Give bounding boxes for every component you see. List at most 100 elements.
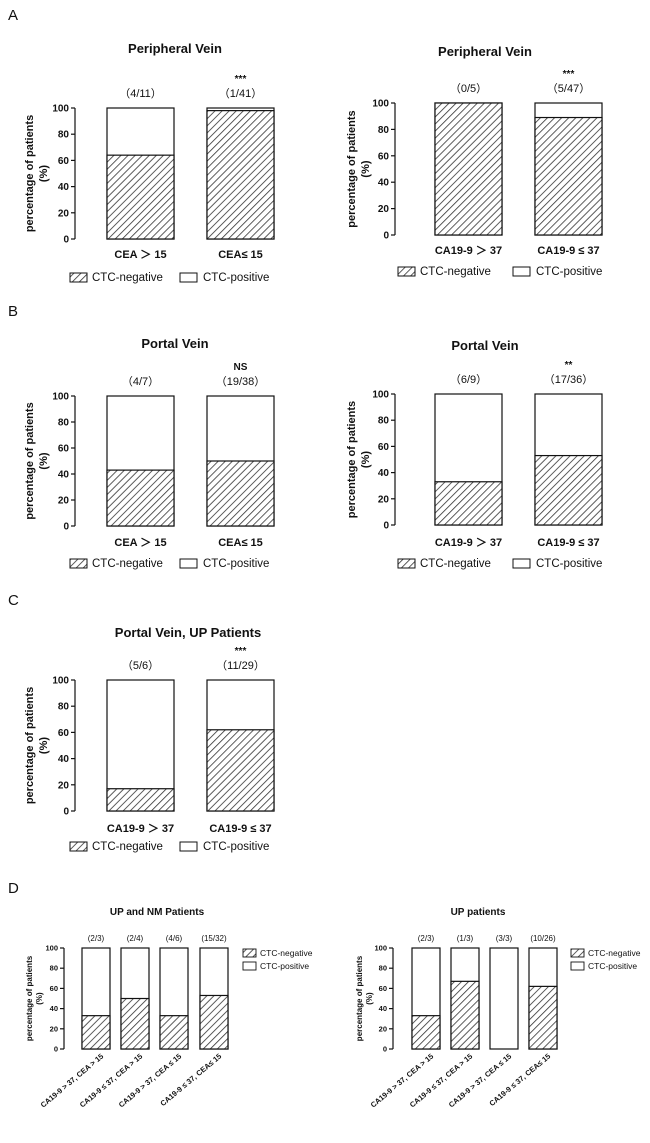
y-tick-label: 80 <box>50 964 58 973</box>
category-label: CA19-9 ≤ 37 <box>209 823 271 835</box>
y-tick-label: 100 <box>372 99 389 110</box>
legend-swatch-positive <box>512 266 531 277</box>
y-tick-label: 60 <box>379 984 387 993</box>
y-tick-label: 0 <box>54 1045 58 1054</box>
y-tick-label: 100 <box>52 392 69 403</box>
legend-swatch-negative <box>570 948 585 958</box>
legend-swatch-positive <box>179 841 198 852</box>
legend-swatch-positive <box>179 272 198 283</box>
y-tick-label: 40 <box>378 468 390 479</box>
y-tick-label: 20 <box>378 204 390 215</box>
chart-title: Portal Vein, UP Patients <box>115 625 261 640</box>
bar-ctc-negative <box>411 1015 441 1050</box>
chart-legend: CTC-negative CTC-positive <box>397 266 602 278</box>
y-tick-label: 40 <box>58 754 70 765</box>
bar-ctc-negative <box>206 110 275 240</box>
panel-letter-a: A <box>8 7 18 24</box>
bar-ctc-negative <box>159 1015 189 1050</box>
legend-swatch-positive <box>570 961 585 971</box>
legend-label-positive: CTC-positive <box>260 961 309 971</box>
y-axis-label: percentage of patients <box>24 115 36 232</box>
y-tick-label: 60 <box>58 156 70 167</box>
y-tick-label: 100 <box>372 390 389 401</box>
bar-count-label: (10/26) <box>530 934 556 943</box>
category-label: CEA≤ 15 <box>218 537 263 549</box>
y-tick-label: 20 <box>58 496 70 507</box>
y-tick-label: 100 <box>45 944 58 953</box>
legend-swatch-negative <box>69 841 88 852</box>
chart-3: Portal Vein percentage of patients (%) 0 20 4… <box>24 336 275 570</box>
bar-count-label: (2/3) <box>88 934 105 943</box>
y-axis-unit: (%) <box>365 992 374 1005</box>
y-axis-unit: (%) <box>360 160 372 177</box>
bar-ctc-positive <box>489 947 519 1050</box>
significance-mark: *** <box>235 646 247 657</box>
category-label: CEA≤ 15 <box>218 249 263 261</box>
category-label: CA19-9 ≤ 37 <box>537 537 599 549</box>
bar-count-label: （0/5） <box>450 82 487 95</box>
chart-legend: CTC-negative CTC-positive <box>69 558 269 570</box>
y-axis-unit: (%) <box>38 165 50 182</box>
y-tick-label: 0 <box>383 1045 387 1054</box>
bar-count-label: (2/3) <box>418 934 435 943</box>
y-tick-label: 60 <box>378 151 390 162</box>
y-tick-label: 40 <box>50 1004 58 1013</box>
y-tick-label: 100 <box>374 944 387 953</box>
y-axis-label: percentage of patients <box>355 955 364 1041</box>
significance-mark: ** <box>565 360 573 371</box>
y-tick-label: 0 <box>383 231 389 242</box>
bar-count-label: （11/29） <box>216 659 265 672</box>
y-axis-label: percentage of patients <box>24 402 36 519</box>
y-tick-label: 60 <box>58 728 70 739</box>
legend-label-negative: CTC-negative <box>92 558 163 570</box>
y-tick-label: 80 <box>58 702 70 713</box>
bar-count-label: （5/47） <box>547 82 590 95</box>
legend-label-positive: CTC-positive <box>536 558 602 570</box>
y-tick-label: 40 <box>58 182 70 193</box>
y-tick-label: 0 <box>63 235 69 246</box>
chart-title: Portal Vein <box>451 338 518 353</box>
y-tick-label: 20 <box>58 780 70 791</box>
significance-mark: *** <box>235 74 247 85</box>
chart-legend: CTC-negative CTC-positive <box>397 558 602 570</box>
bar-count-label: (15/32) <box>201 934 227 943</box>
bar-ctc-negative <box>206 729 275 812</box>
category-label: CA19-9 ＞ 37 <box>107 823 174 835</box>
chart-title: Peripheral Vein <box>128 41 222 56</box>
y-tick-label: 40 <box>379 1004 387 1013</box>
y-axis-label: percentage of patients <box>346 110 358 227</box>
bar-count-label: (4/6) <box>166 934 183 943</box>
legend-swatch-negative <box>69 558 88 569</box>
bar-ctc-negative <box>528 985 558 1050</box>
y-tick-label: 0 <box>63 807 69 818</box>
category-label: CA19-9 ＞ 37 <box>435 245 502 257</box>
y-tick-label: 0 <box>383 521 389 532</box>
category-label: CA19-9 ＞ 37 <box>435 537 502 549</box>
bar-ctc-negative <box>434 102 503 236</box>
chart-2: Peripheral Vein percentage of patients (%)… <box>346 44 603 278</box>
chart-legend: CTC-negative CTC-positive <box>69 272 269 284</box>
bar-count-label: (2/4) <box>127 934 144 943</box>
bar-ctc-negative <box>206 460 275 527</box>
legend-swatch-positive <box>242 961 257 971</box>
legend-label-positive: CTC-positive <box>203 841 269 853</box>
bar-ctc-negative <box>120 997 150 1050</box>
panel-letter-b: B <box>8 303 18 320</box>
y-tick-label: 80 <box>58 130 70 141</box>
y-tick-label: 80 <box>378 416 390 427</box>
legend-swatch-positive <box>512 558 531 569</box>
chart-legend: CTC-negative CTC-positive <box>242 948 313 971</box>
bar-ctc-negative <box>450 980 480 1050</box>
y-axis-unit: (%) <box>35 992 44 1005</box>
y-tick-label: 40 <box>58 470 70 481</box>
bar-ctc-negative <box>434 481 503 526</box>
chart-4: Portal Vein percentage of patients (%) 0 20 4… <box>346 338 603 570</box>
significance-mark: *** <box>563 69 575 80</box>
y-tick-label: 60 <box>58 444 70 455</box>
y-tick-label: 60 <box>378 442 390 453</box>
y-tick-label: 20 <box>58 208 70 219</box>
chart-title: Peripheral Vein <box>438 44 532 59</box>
bar-ctc-negative <box>106 788 175 812</box>
category-label: CEA ＞ 15 <box>114 249 166 261</box>
